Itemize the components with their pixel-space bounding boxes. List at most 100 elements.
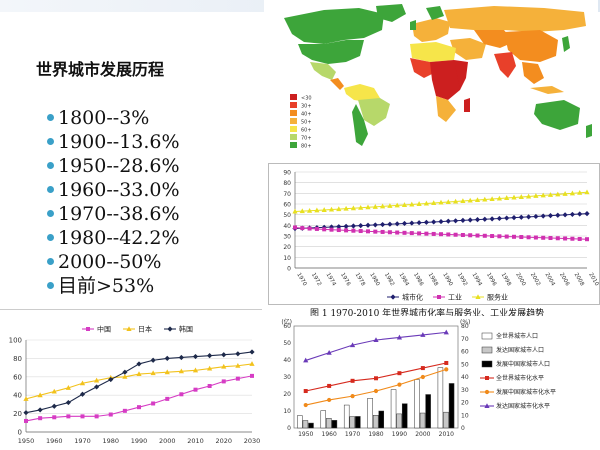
data-point [518, 194, 524, 199]
legend-swatch [481, 332, 493, 340]
data-point [350, 223, 356, 229]
line-series [303, 360, 449, 394]
data-point [562, 212, 568, 218]
bar [448, 383, 455, 429]
y-tick-label: 40 [283, 223, 291, 230]
data-point [394, 221, 400, 227]
bar [372, 415, 379, 429]
y-tick-label: 0 [287, 266, 291, 273]
data-point [420, 374, 425, 380]
x-tick-label: 1986 [412, 272, 424, 288]
x-tick-label: 1980 [102, 437, 119, 445]
y-right-tick: 30 [461, 387, 469, 394]
map-brazil [358, 98, 390, 126]
map-middle-east [450, 38, 486, 60]
map-legend-swatch [290, 118, 297, 124]
y-tick-label: 0 [18, 429, 22, 437]
x-tick-label: 2008 [573, 272, 585, 288]
stat-item: 目前>53% [47, 274, 180, 298]
data-point [423, 219, 429, 225]
data-point [221, 352, 227, 358]
legend-label: 全世界城市化水平 [496, 374, 544, 382]
bar [331, 420, 338, 429]
map-australia [534, 100, 580, 130]
data-point [343, 205, 349, 211]
data-point [460, 217, 466, 224]
data-point [79, 380, 86, 386]
stat-text: 1980--42.2% [58, 227, 180, 249]
data-point [416, 220, 422, 226]
data-point [37, 407, 43, 413]
map-legend-label: 30+ [301, 104, 312, 110]
y-right-tick: 60 [461, 349, 469, 356]
data-point [326, 349, 332, 355]
data-point [336, 228, 341, 233]
legend-label: 全世界城市人口 [496, 332, 538, 340]
data-point [37, 392, 43, 398]
data-point [490, 234, 495, 239]
map-legend-swatch [290, 134, 297, 140]
data-point [541, 235, 546, 240]
series-line [25, 363, 253, 400]
data-point [460, 233, 465, 238]
x-tick-label: 2020 [215, 437, 232, 445]
data-point [329, 227, 334, 232]
map-scandinavia [426, 6, 444, 20]
data-point [424, 231, 429, 236]
data-point [249, 361, 255, 366]
data-point [178, 368, 184, 374]
bullet-icon [47, 138, 54, 145]
data-point [80, 414, 85, 419]
y-left-tick: 60 [283, 323, 291, 330]
data-point [350, 205, 356, 211]
bar [378, 410, 385, 429]
data-point [570, 236, 575, 241]
data-point [577, 211, 583, 217]
y-left-tick: 10 [283, 408, 291, 415]
y-left-unit: (亿) [281, 318, 292, 326]
urban-population-chart: (亿) (%) 0 10 20 30 40 50 60 0 10 20 30 40 50 60 70 80 1950… [268, 316, 598, 448]
map-mexico [310, 62, 336, 80]
y-right-tick: 40 [461, 374, 469, 381]
x-tick-label: 1988 [427, 272, 439, 288]
y-tick-label: 70 [283, 191, 291, 198]
x-tick-label: 1976 [339, 272, 351, 288]
data-point [150, 370, 156, 376]
x-tick-label: 1950 [298, 431, 313, 438]
data-point [292, 208, 298, 214]
stat-item: 1960--33.0% [47, 178, 180, 202]
stat-item: 1980--42.2% [47, 226, 180, 250]
data-point [417, 231, 422, 236]
map-south-america-south [352, 104, 368, 146]
data-point [496, 215, 502, 222]
data-point [136, 371, 142, 377]
urbanization-services-industry-chart: 0 10 20 30 40 50 60 70 80 90 1970 1972 1974 1976 1978 1… [268, 163, 600, 305]
bar [343, 404, 350, 429]
legend-label: 发达国家城市化水平 [496, 402, 550, 410]
y-right-tick: 10 [461, 412, 469, 419]
data-point [562, 191, 568, 196]
map-new-zealand [586, 124, 592, 138]
chart-legend: 城市化 工业 服务业 [387, 293, 508, 302]
data-point [489, 216, 495, 222]
map-legend-swatch [290, 142, 297, 148]
data-point [569, 190, 575, 196]
data-point [136, 361, 142, 367]
data-point [460, 198, 466, 204]
slide-title: 世界城市发展历程 [36, 60, 165, 79]
map-north-africa [410, 42, 456, 62]
data-point [526, 214, 532, 220]
map-legend-swatch [290, 102, 297, 108]
data-point [336, 206, 342, 212]
data-point [533, 213, 539, 220]
data-point [380, 203, 386, 209]
legend-swatch [481, 360, 493, 368]
stat-text: 目前>53% [58, 275, 155, 297]
legend-label: 工业 [448, 293, 462, 302]
data-point [351, 228, 356, 233]
data-point [249, 349, 255, 355]
legend-swatch [481, 346, 493, 354]
data-point [65, 385, 71, 390]
data-point [584, 189, 590, 195]
bar [443, 411, 449, 429]
